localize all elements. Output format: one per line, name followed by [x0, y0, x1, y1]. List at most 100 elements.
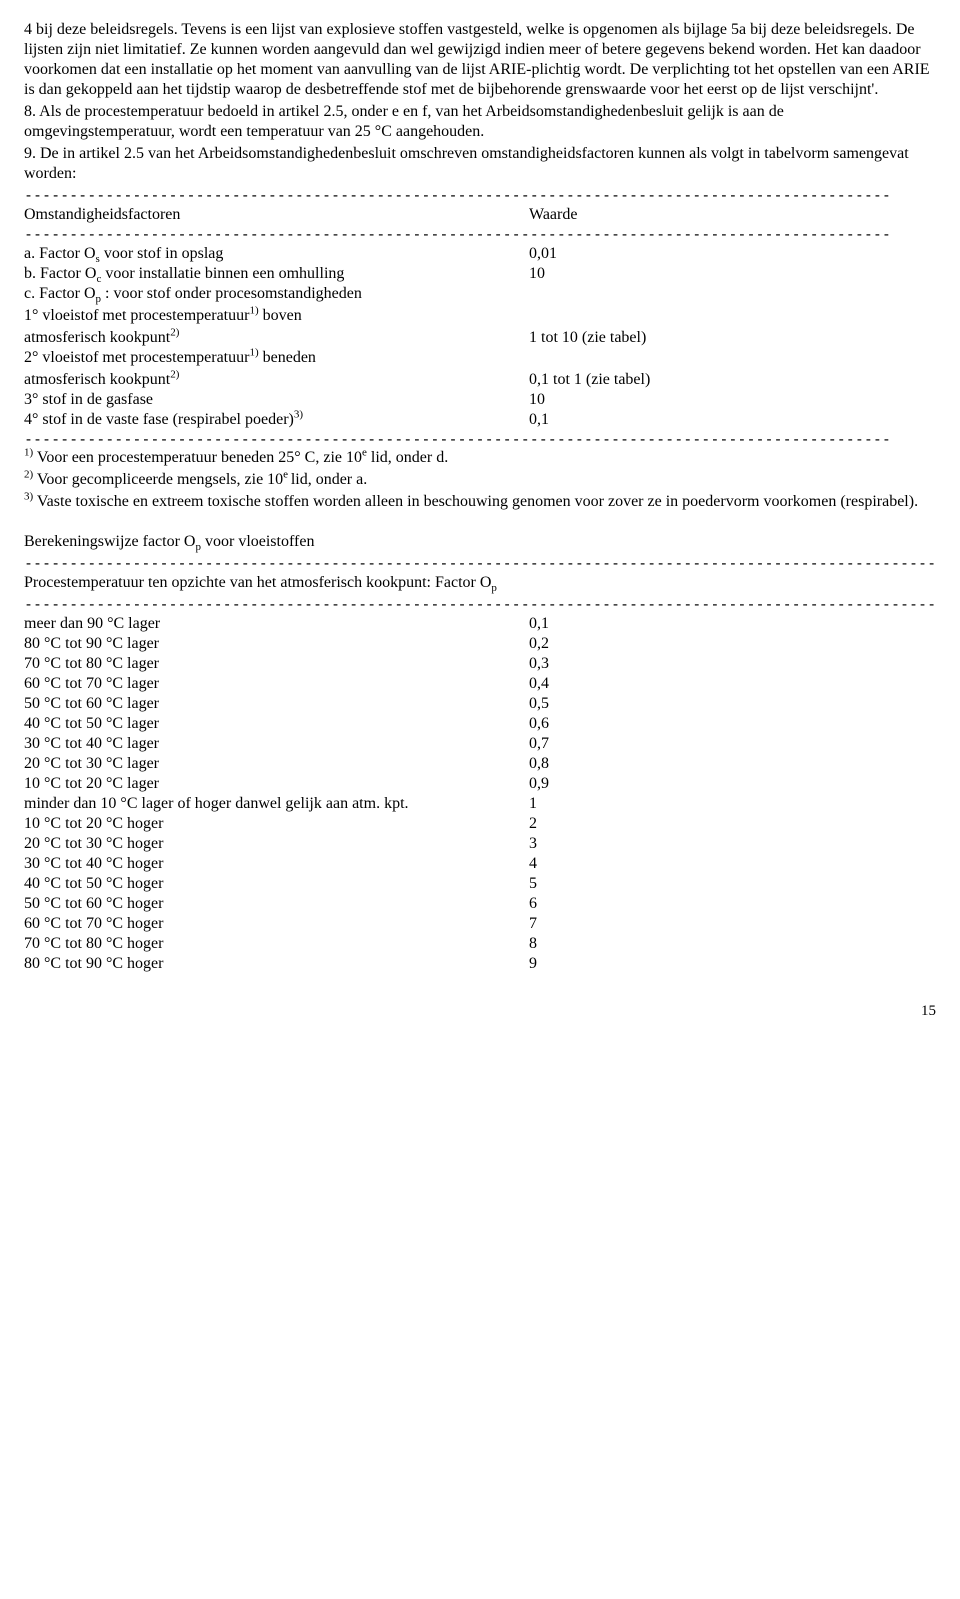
superscript: 1)	[24, 447, 33, 459]
table1-row-2b: atmosferisch kookpunt2) 0,1 tot 1 (zie t…	[24, 370, 936, 390]
table1-a-value: 0,01	[529, 244, 557, 264]
table2-row-value: 8	[529, 934, 537, 954]
table2-row-value: 9	[529, 954, 537, 974]
divider: ----------------------------------------…	[24, 225, 936, 244]
table2-row-label: 10 °C tot 20 °C hoger	[24, 814, 529, 834]
table1-row-a: a. Factor Os voor stof in opslag 0,01	[24, 244, 936, 264]
table1-2b-value: 0,1 tot 1 (zie tabel)	[529, 370, 650, 390]
footnote-2: 2) Voor gecompliceerde mengsels, zie 10e…	[24, 470, 936, 490]
superscript: 1)	[249, 304, 258, 316]
superscript: 3)	[24, 491, 33, 503]
table2-row-value: 3	[529, 834, 537, 854]
divider: ----------------------------------------…	[24, 430, 936, 449]
table2-row-value: 0,5	[529, 694, 549, 714]
table1-header: Omstandigheidsfactoren Waarde	[24, 205, 936, 225]
text: Voor gecompliceerde mengsels, zie 10	[33, 471, 283, 488]
text: atmosferisch kookpunt	[24, 371, 170, 388]
superscript: e	[283, 469, 291, 481]
divider: ----------------------------------------…	[24, 595, 936, 614]
table2-row-label: 80 °C tot 90 °C lager	[24, 634, 529, 654]
page-number: 15	[24, 1002, 936, 1021]
table1-a-label: a. Factor Os voor stof in opslag	[24, 244, 529, 264]
table2-row: 10 °C tot 20 °C hoger2	[24, 814, 936, 834]
text: 2° vloeistof met procestemperatuur	[24, 349, 249, 366]
table2-row-value: 0,7	[529, 734, 549, 754]
table2-row: 30 °C tot 40 °C hoger4	[24, 854, 936, 874]
table2-row-value: 0,9	[529, 774, 549, 794]
table2-row: 20 °C tot 30 °C lager0,8	[24, 754, 936, 774]
table1-4-value: 0,1	[529, 410, 549, 430]
text: a. Factor O	[24, 245, 96, 262]
table1-header-left: Omstandigheidsfactoren	[24, 205, 529, 225]
footnote-1: 1) Voor een procestemperatuur beneden 25…	[24, 448, 936, 468]
text: boven	[259, 307, 302, 324]
table2-row-label: 30 °C tot 40 °C lager	[24, 734, 529, 754]
table2-row-value: 5	[529, 874, 537, 894]
table1-3-value: 10	[529, 390, 545, 410]
table2-row: meer dan 90 °C lager0,1	[24, 614, 936, 634]
table2-row-label: 40 °C tot 50 °C hoger	[24, 874, 529, 894]
table2-row-label: 50 °C tot 60 °C lager	[24, 694, 529, 714]
table1-2b-label: atmosferisch kookpunt2)	[24, 370, 529, 390]
text: Berekeningswijze factor O	[24, 533, 195, 550]
table2-row-label: meer dan 90 °C lager	[24, 614, 529, 634]
text: atmosferisch kookpunt	[24, 329, 170, 346]
table1-row-1b: atmosferisch kookpunt2) 1 tot 10 (zie ta…	[24, 328, 936, 348]
text: voor vloeistoffen	[201, 533, 314, 550]
table2-row-label: 70 °C tot 80 °C hoger	[24, 934, 529, 954]
text: lid, onder a.	[291, 471, 367, 488]
table2-row-label: 30 °C tot 40 °C hoger	[24, 854, 529, 874]
calc-title: Berekeningswijze factor Op voor vloeisto…	[24, 532, 936, 552]
table2-row: 30 °C tot 40 °C lager0,7	[24, 734, 936, 754]
table2-row-label: 60 °C tot 70 °C lager	[24, 674, 529, 694]
table2-row-value: 2	[529, 814, 537, 834]
table2-row: 50 °C tot 60 °C lager0,5	[24, 694, 936, 714]
superscript: 2)	[170, 368, 179, 380]
table2-row: 20 °C tot 30 °C hoger3	[24, 834, 936, 854]
footnote-3: 3) Vaste toxische en extreem toxische st…	[24, 492, 936, 512]
table2-row-label: 80 °C tot 90 °C hoger	[24, 954, 529, 974]
table2-row-value: 0,2	[529, 634, 549, 654]
table2-row-value: 0,8	[529, 754, 549, 774]
paragraph-9: 9. De in artikel 2.5 van het Arbeidsomst…	[24, 144, 936, 184]
text: lid, onder d.	[367, 449, 448, 466]
table1-1b-label: atmosferisch kookpunt2)	[24, 328, 529, 348]
table1-b-label: b. Factor Oc voor installatie binnen een…	[24, 264, 529, 284]
superscript: 2)	[170, 326, 179, 338]
table2-row-value: 7	[529, 914, 537, 934]
subscript: p	[491, 582, 497, 594]
table2-row: 40 °C tot 50 °C hoger5	[24, 874, 936, 894]
text: 4° stof in de vaste fase (respirabel poe…	[24, 411, 294, 428]
table1-3-label: 3° stof in de gasfase	[24, 390, 529, 410]
table1-row-b: b. Factor Oc voor installatie binnen een…	[24, 264, 936, 284]
table2-row-value: 0,6	[529, 714, 549, 734]
table2-row-value: 0,1	[529, 614, 549, 634]
text: : voor stof onder procesomstandigheden	[101, 285, 362, 302]
table2-row: 60 °C tot 70 °C lager0,4	[24, 674, 936, 694]
table1-row-4: 4° stof in de vaste fase (respirabel poe…	[24, 410, 936, 430]
text: beneden	[259, 349, 316, 366]
table1-1b-value: 1 tot 10 (zie tabel)	[529, 328, 646, 348]
table2-row: 10 °C tot 20 °C lager0,9	[24, 774, 936, 794]
table2-row: 70 °C tot 80 °C lager0,3	[24, 654, 936, 674]
table2-header: Procestemperatuur ten opzichte van het a…	[24, 573, 936, 593]
paragraph-8: 8. Als de procestemperatuur bedoeld in a…	[24, 102, 936, 142]
table2-row: minder dan 10 °C lager of hoger danwel g…	[24, 794, 936, 814]
table2-row: 80 °C tot 90 °C hoger9	[24, 954, 936, 974]
divider: ----------------------------------------…	[24, 186, 936, 205]
text: voor stof in opslag	[100, 245, 224, 262]
table1-row-1a: 1° vloeistof met procestemperatuur1) bov…	[24, 306, 936, 326]
paragraph-4: 4 bij deze beleidsregels. Tevens is een …	[24, 20, 936, 100]
table2-body: meer dan 90 °C lager0,180 °C tot 90 °C l…	[24, 614, 936, 974]
text: voor installatie binnen een omhulling	[101, 265, 344, 282]
table2-row-label: 10 °C tot 20 °C lager	[24, 774, 529, 794]
spacer	[24, 514, 936, 532]
text: Vaste toxische en extreem toxische stoff…	[33, 493, 918, 510]
table2-row: 40 °C tot 50 °C lager0,6	[24, 714, 936, 734]
table2-row-label: 20 °C tot 30 °C lager	[24, 754, 529, 774]
divider: ----------------------------------------…	[24, 554, 936, 573]
table2-row: 50 °C tot 60 °C hoger6	[24, 894, 936, 914]
table1-row-3: 3° stof in de gasfase 10	[24, 390, 936, 410]
table2-row-label: 60 °C tot 70 °C hoger	[24, 914, 529, 934]
table2-row-value: 1	[529, 794, 537, 814]
